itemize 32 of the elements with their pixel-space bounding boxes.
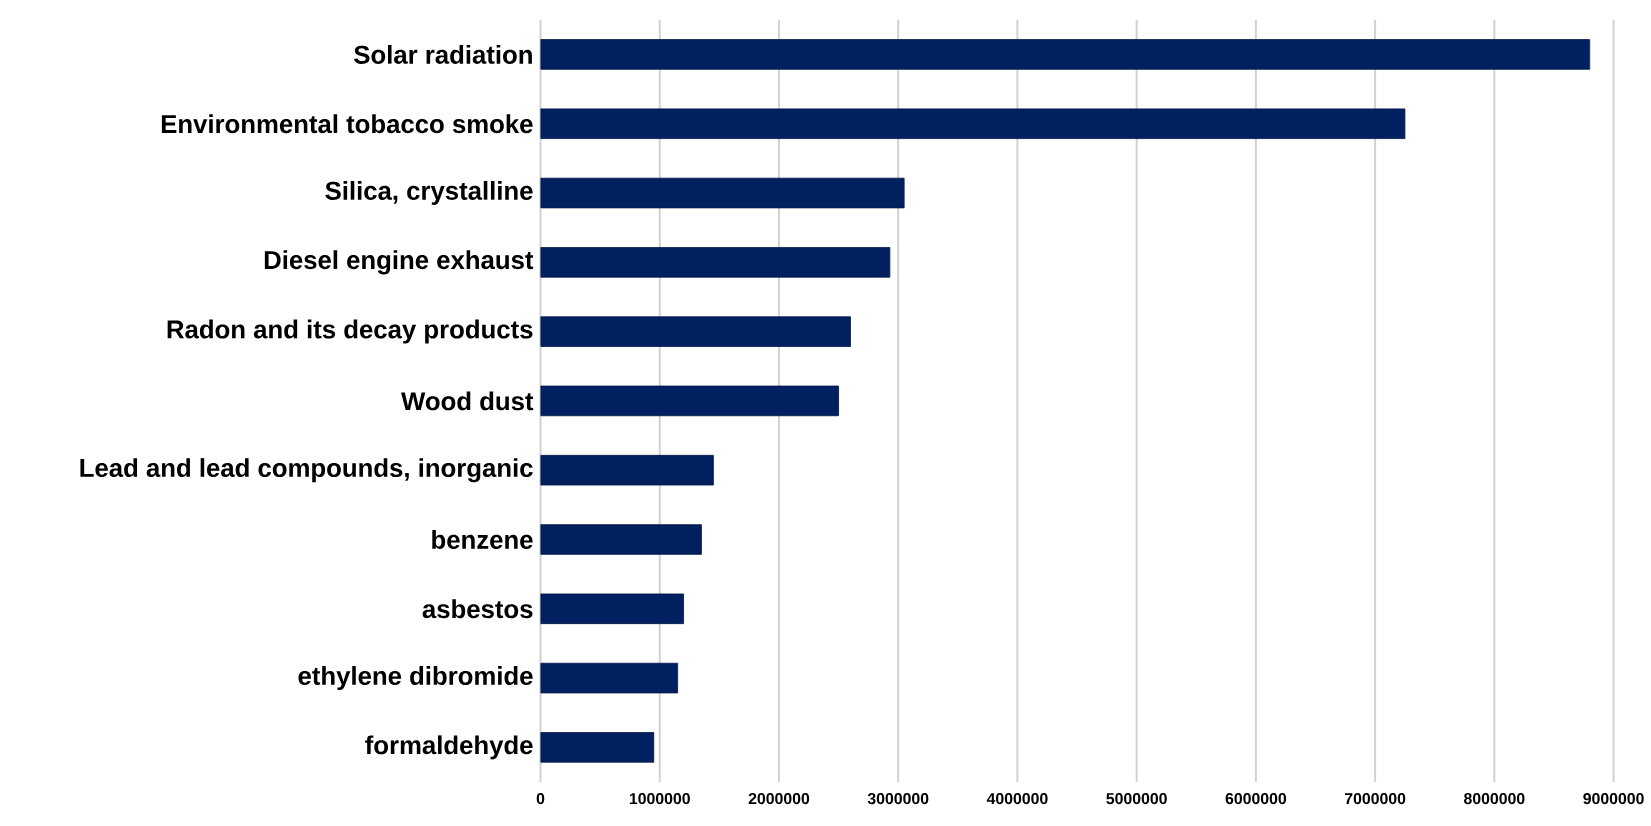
y-tick-label: Environmental tobacco smoke	[161, 114, 533, 134]
x-tick-label: 4000000	[986, 793, 1048, 805]
bar	[540, 663, 679, 694]
bar	[540, 108, 1406, 140]
bar	[540, 732, 655, 763]
x-tick-label: 6000000	[1225, 793, 1287, 805]
y-tick-label: Lead and lead compounds, inorganic	[80, 458, 533, 483]
bar	[540, 247, 891, 278]
bar	[540, 316, 851, 348]
y-tick-label: asbestos	[422, 599, 533, 619]
y-tick-label: benzene	[432, 530, 533, 550]
x-tick-label: 1000000	[629, 793, 690, 805]
x-tick-label: 3000000	[867, 793, 929, 805]
y-tick-label: Diesel engine exhaust	[264, 250, 534, 275]
y-tick-label: Silica, crystalline	[325, 181, 533, 206]
bar	[540, 385, 839, 417]
x-tick-label: 7000000	[1344, 793, 1406, 805]
x-tick-label: 5000000	[1106, 793, 1167, 805]
bar	[540, 455, 714, 486]
x-tick-label: 2000000	[748, 793, 810, 805]
bar	[540, 177, 905, 209]
x-tick-label: 8000000	[1464, 793, 1525, 805]
bar	[540, 593, 684, 625]
bar	[540, 39, 1591, 70]
y-tick-label: Solar radiation	[354, 45, 532, 65]
y-tick-label: ethylene dibromide	[298, 666, 533, 691]
y-tick-label: Radon and its decay products	[167, 319, 533, 344]
y-tick-label: formaldehyde	[365, 735, 533, 760]
x-tick-label: 9000000	[1583, 793, 1644, 805]
bar	[540, 524, 702, 555]
y-tick-label: Wood dust	[401, 391, 534, 411]
x-tick-label: 0	[536, 793, 545, 805]
